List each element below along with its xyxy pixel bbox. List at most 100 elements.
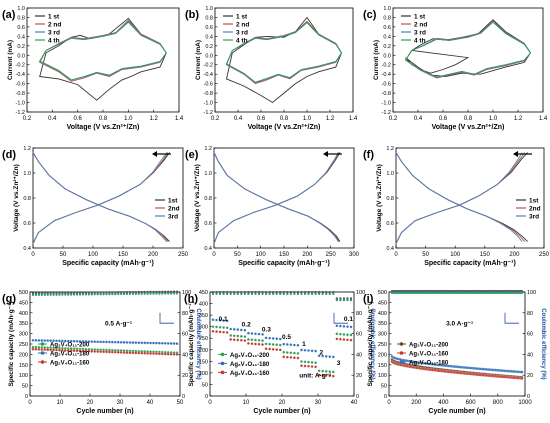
capacity-point: [243, 335, 247, 339]
efficiency-point: [349, 299, 353, 302]
legend-label: 4 th: [414, 38, 426, 45]
y-axis-label: Current (mA): [7, 40, 14, 80]
capacity-point: [78, 349, 82, 353]
x-tick-label: 0.6: [257, 116, 266, 122]
efficiency-point: [52, 293, 55, 296]
x-axis-label: Cycle number (n): [428, 408, 485, 415]
y-tick-label: 0.6: [204, 221, 212, 227]
series-line: [39, 21, 167, 81]
y-tick-label: 350: [19, 321, 28, 327]
capacity-point: [246, 331, 250, 335]
series-line: [395, 152, 528, 244]
efficiency-point: [37, 293, 40, 297]
capacity-point: [324, 374, 328, 377]
capacity-point: [137, 351, 141, 355]
efficiency-point: [81, 293, 85, 296]
capacity-point: [282, 350, 286, 354]
x-tick-label: 1.4: [349, 116, 358, 122]
capacity-point: [166, 352, 170, 356]
capacity-point: [257, 342, 261, 346]
y-tick-label: -1.0: [382, 101, 391, 107]
legend-label: Ag₂V₄O₁₁-180: [409, 361, 449, 367]
x-tick-label: 200: [148, 252, 159, 258]
y-tick-label: 100: [378, 373, 387, 379]
efficiency-point: [55, 293, 58, 296]
x-tick-label: 150: [279, 252, 290, 258]
y-axis-label: Voltage (V vs.Zn²⁺/Zn): [194, 164, 201, 232]
efficiency-point: [254, 292, 257, 296]
x-tick-label: 0.2: [23, 116, 32, 122]
legend-label: 3 rd: [236, 30, 248, 37]
capacity-point: [93, 340, 97, 344]
x-tick-label: 200: [509, 252, 520, 258]
y-axis-label: Voltage (V vs.Zn²⁺/Zn): [13, 164, 20, 232]
efficiency-point: [93, 293, 96, 296]
capacity-point: [90, 349, 94, 353]
capacity-point: [268, 347, 272, 351]
efficiency-point: [102, 293, 105, 296]
legend-label: Ag₂V₄O₁₁-200: [409, 343, 449, 349]
y-tick-label: 300: [199, 325, 208, 331]
legend-label: 2 nd: [236, 22, 249, 29]
x-tick-label: 150: [480, 252, 491, 258]
legend-marker: [399, 360, 404, 364]
efficiency-point: [117, 292, 120, 296]
efficiency-point: [310, 292, 314, 296]
capacity-point: [264, 336, 268, 340]
efficiency-point: [275, 292, 278, 296]
y-tick-label: 0.8: [205, 15, 213, 21]
legend-label: 1 st: [236, 14, 248, 21]
capacity-point: [307, 349, 310, 352]
capacity-point: [149, 341, 152, 345]
capacity-point: [303, 364, 307, 368]
efficiency-point: [161, 292, 164, 295]
capacity-point: [285, 343, 289, 346]
capacity-point: [232, 338, 236, 342]
y-right-tick-label: 20: [356, 373, 362, 379]
capacity-point: [63, 348, 67, 352]
efficiency-point: [125, 292, 129, 296]
capacity-point: [246, 338, 250, 341]
plot-frame: [209, 291, 355, 397]
capacity-point: [37, 348, 41, 351]
capacity-point: [160, 341, 164, 345]
panel-5: (f) 0 50 100 150 200 250 0.4 0.6 0.8 1.0 1.2 Specifi…: [363, 146, 550, 267]
y-tick-label: -0.2: [382, 63, 391, 69]
legend-label: Ag₂V₄O₁₁-200: [230, 353, 270, 359]
x-tick-label: 20: [87, 400, 94, 406]
panel-label: (b): [185, 9, 199, 21]
series-line: [395, 152, 523, 242]
capacity-point: [63, 339, 67, 343]
efficiency-point: [236, 292, 239, 296]
y-tick-label: 0.8: [17, 15, 25, 21]
y-tick-label: -0.8: [382, 91, 391, 97]
y-tick-label: 0.6: [205, 25, 213, 31]
y-right-axis-label: Coulombic efficiency (%): [369, 308, 375, 379]
capacity-point: [300, 360, 303, 363]
capacity-point: [84, 349, 88, 353]
efficiency-point: [75, 293, 79, 296]
capacity-point: [243, 339, 247, 342]
capacity-point: [84, 340, 88, 343]
capacity-point: [75, 349, 79, 353]
legend-label: 3rd: [168, 214, 178, 221]
efficiency-point: [84, 293, 87, 296]
legend-label: Ag₂V₄O₁₁-160: [230, 371, 270, 377]
capacity-point: [346, 338, 349, 342]
axis-arrow: [159, 312, 174, 324]
capacity-point: [328, 370, 332, 374]
y-tick-label: 0.4: [204, 246, 212, 252]
efficiency-point: [108, 293, 111, 296]
capacity-point: [268, 336, 272, 340]
capacity-point: [218, 330, 222, 334]
capacity-point: [310, 360, 314, 364]
y-tick-label: 0: [205, 394, 208, 400]
y-axis-label: Current (mA): [195, 40, 202, 80]
capacity-point: [140, 351, 144, 355]
capacity-point: [78, 339, 82, 343]
capacity-point: [321, 369, 325, 373]
capacity-point: [328, 355, 332, 359]
efficiency-point: [158, 292, 161, 295]
capacity-point: [93, 350, 97, 353]
capacity-point: [143, 351, 147, 355]
